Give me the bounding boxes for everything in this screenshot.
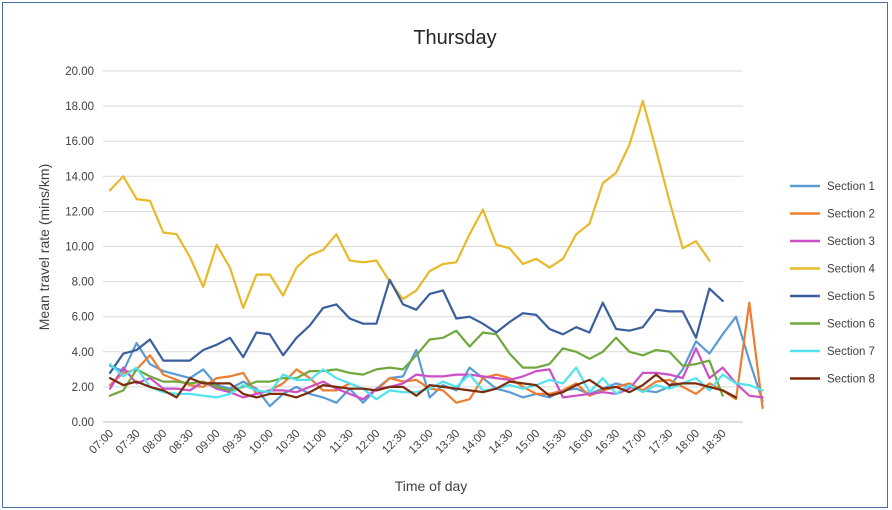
- x-tick-label: 14:30: [487, 428, 516, 457]
- x-tick-label: 16:00: [567, 428, 596, 457]
- legend-label: Section 5: [827, 291, 875, 303]
- y-tick-label: 14.00: [65, 171, 94, 183]
- y-tick-label: 0.00: [72, 417, 94, 429]
- x-tick-label: 09:30: [220, 428, 249, 457]
- series-lines: [108, 99, 764, 410]
- series-line-4: [108, 99, 711, 309]
- x-tick-label: 10:00: [247, 428, 276, 457]
- x-tick-label: 10:30: [274, 428, 303, 457]
- x-tick-label: 08:00: [141, 428, 170, 457]
- legend-label: Section 8: [827, 374, 875, 386]
- y-tick-label: 8.00: [72, 277, 94, 289]
- x-tick-label: 12:30: [380, 428, 409, 457]
- x-tick-label: 17:30: [647, 428, 676, 457]
- line-chart: 0.00 2.00 4.00 6.00 8.00 10.00 12.00 14.00 16.00…: [36, 27, 876, 494]
- legend-label: Section 2: [827, 209, 875, 221]
- x-axis-title: Time of day: [395, 478, 468, 494]
- x-tick-label: 15:30: [540, 428, 569, 457]
- x-tick-label: 09:00: [194, 428, 223, 457]
- series-line-5: [108, 278, 724, 374]
- legend-label: Section 1: [827, 181, 875, 193]
- x-tick-label: 07:30: [114, 428, 143, 457]
- x-tick-label: 13:00: [407, 428, 436, 457]
- y-tick-label: 12.00: [65, 206, 94, 218]
- chart-title: Thursday: [413, 27, 496, 49]
- y-tick-label: 4.00: [72, 347, 94, 359]
- x-tick-labels: 07:0007:3008:0008:3009:0009:3010:0010:30…: [87, 428, 729, 457]
- y-tick-label: 20.00: [65, 66, 94, 78]
- y-axis-title: Mean travel rate (mins/km): [36, 164, 52, 330]
- legend-label: Section 4: [827, 264, 876, 276]
- legend: Section 1 Section 2 Section 3 Section 4 Sect…: [790, 181, 876, 386]
- legend-label: Section 7: [827, 346, 875, 358]
- x-tick-label: 11:00: [301, 428, 329, 456]
- y-tick-label: 2.00: [72, 382, 94, 394]
- series-line-1: [108, 315, 764, 408]
- series-line-3: [108, 347, 764, 401]
- x-tick-label: 18:00: [673, 428, 702, 457]
- legend-label: Section 3: [827, 236, 875, 248]
- x-tick-label: 15:00: [513, 428, 542, 457]
- x-tick-label: 13:30: [434, 428, 463, 457]
- y-tick-label: 18.00: [65, 101, 94, 113]
- x-tick-label: 16:30: [593, 428, 622, 457]
- series-line-2: [108, 301, 764, 410]
- x-tick-label: 07:00: [87, 428, 116, 457]
- series-line-6: [108, 329, 724, 397]
- y-tick-label: 16.00: [65, 136, 94, 148]
- x-tick-label: 18:30: [700, 428, 729, 457]
- y-tick-labels: 0.00 2.00 4.00 6.00 8.00 10.00 12.00 14.00 16.00…: [65, 66, 94, 429]
- series-line-8: [108, 373, 738, 399]
- x-tick-label: 11:30: [328, 428, 356, 456]
- y-tick-label: 10.00: [65, 242, 94, 254]
- gridlines: [103, 70, 743, 423]
- x-tick-label: 12:00: [354, 428, 383, 457]
- legend-label: Section 6: [827, 319, 875, 331]
- x-tick-label: 17:00: [620, 428, 649, 457]
- x-tick-label: 14:00: [460, 428, 489, 457]
- x-tick-label: 08:30: [167, 428, 196, 457]
- y-tick-label: 6.00: [72, 312, 94, 324]
